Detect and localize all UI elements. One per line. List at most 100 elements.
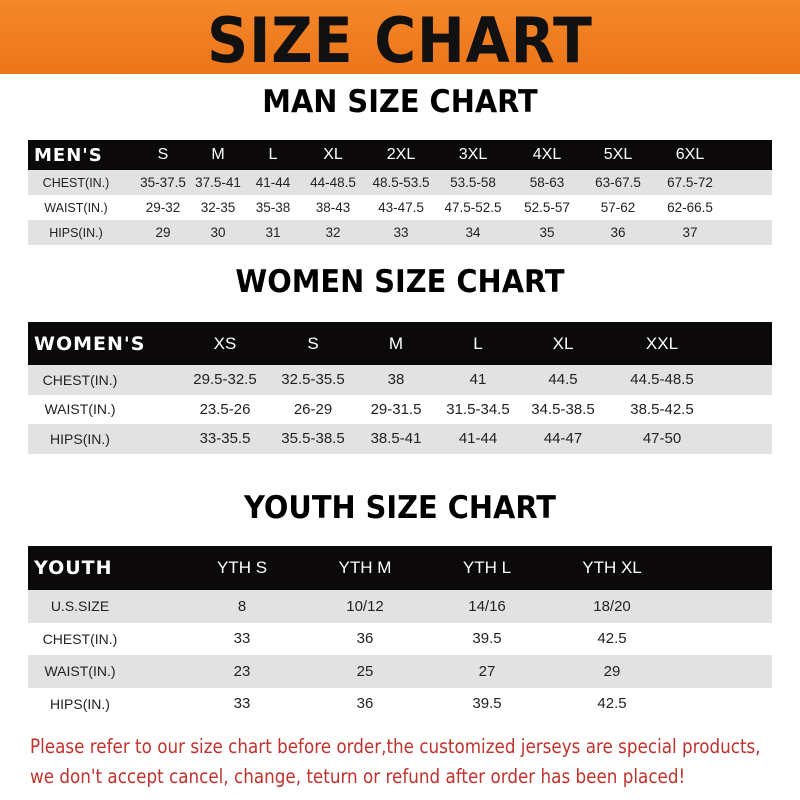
size-value: 44.5-48.5 (630, 371, 694, 389)
table-row: WAIST(IN.) 23.5-26 26-29 29-31.5 31.5-34.5 34… (28, 394, 772, 424)
measurement-label: WAIST(IN.) (44, 663, 116, 680)
size-value: 44.5 (548, 371, 578, 389)
size-column-header: YTH M (338, 558, 392, 577)
size-value: 27 (478, 662, 496, 680)
table-label-header: WOMEN'S (34, 332, 146, 355)
table-row: HIPS(IN.) 33-35.5 35.5-38.5 38.5-41 41-44 44-… (28, 424, 772, 454)
measurement-label: WAIST(IN.) (44, 401, 116, 418)
size-column-header: XS (213, 333, 237, 353)
size-value: 41-44 (255, 175, 291, 190)
size-value: 48.5-53.5 (372, 175, 430, 190)
size-value: 39.5 (472, 695, 502, 713)
size-value: 31 (265, 225, 281, 240)
size-value: 33 (393, 225, 409, 240)
size-value: 32-35 (200, 200, 236, 215)
size-value: 30 (210, 225, 226, 240)
table-row: CHEST(IN.) 33 36 39.5 42.5 (28, 622, 772, 655)
size-value: 35.5-38.5 (281, 430, 345, 448)
table-row: WAIST(IN.) 23 25 27 29 (28, 655, 772, 688)
men-section-title: MAN SIZE CHART (262, 84, 538, 120)
size-value: 67.5-72 (667, 175, 713, 190)
size-value: 35 (539, 225, 555, 240)
women-size-table: WOMEN'S XS S M L XL XXL CHEST(IN.) 29.5-32.5 32.5… (28, 322, 772, 454)
measurement-label: HIPS(IN.) (49, 225, 103, 240)
women-section-title: WOMEN SIZE CHART (235, 264, 565, 300)
size-value: 62-66.5 (667, 200, 713, 215)
size-value: 36 (610, 225, 626, 240)
size-column-header: 4XL (532, 146, 562, 163)
women-header-row: WOMEN'S XS S M L XL XXL (28, 322, 772, 365)
size-column-header: S (307, 333, 319, 353)
size-column-header: XL (323, 146, 343, 163)
size-value: 35-37.5 (140, 175, 186, 190)
size-value: 33 (233, 630, 251, 648)
size-column-header: M (388, 333, 404, 353)
measurement-label: CHEST(IN.) (42, 175, 110, 190)
size-column-header: L (473, 333, 483, 353)
size-column-header: 3XL (458, 146, 488, 163)
size-value: 34.5-38.5 (531, 400, 595, 418)
size-column-header: S (157, 146, 169, 163)
size-value: 58-63 (529, 175, 565, 190)
size-value: 34 (465, 225, 481, 240)
notice-line-1: Please refer to our size chart before or… (30, 735, 761, 758)
size-value: 42.5 (597, 630, 627, 648)
measurement-label: CHEST(IN.) (42, 630, 118, 647)
measurement-label: CHEST(IN.) (42, 371, 118, 388)
size-value: 31.5-34.5 (446, 400, 510, 418)
size-column-header: YTH L (462, 558, 512, 577)
size-column-header: M (211, 146, 225, 163)
youth-section-title: YOUTH SIZE CHART (244, 490, 556, 526)
size-value: 39.5 (472, 630, 502, 648)
measurement-label: HIPS(IN.) (50, 430, 110, 447)
youth-size-table: YOUTH YTH S YTH M YTH L YTH XL U.S.SIZE 8 10/12… (28, 546, 772, 720)
size-column-header: YTH XL (582, 558, 642, 577)
size-value: 37 (682, 225, 698, 240)
size-value: 47-50 (642, 430, 682, 448)
size-value: 23 (233, 662, 251, 680)
size-value: 41-44 (458, 430, 498, 448)
size-value: 37.5-41 (195, 175, 241, 190)
table-label-header: YOUTH (34, 557, 113, 579)
size-value: 25 (356, 662, 374, 680)
table-row: CHEST(IN.) 35-37.5 37.5-41 41-44 44-48.5 48.5… (28, 170, 772, 195)
size-value: 57-62 (600, 200, 636, 215)
men-size-table: MEN'S S M L XL 2XL 3XL 4XL 5XL 6XL CHEST(IN.) 35-37… (28, 140, 772, 245)
size-column-header: XXL (645, 333, 679, 353)
size-value: 14/16 (468, 597, 506, 615)
size-value: 63-67.5 (595, 175, 641, 190)
size-value: 26-29 (293, 400, 333, 418)
size-value: 36 (356, 630, 374, 648)
size-column-header: 5XL (603, 146, 633, 163)
size-value: 8 (237, 597, 247, 615)
size-value: 35-38 (255, 200, 291, 215)
size-value: 38.5-42.5 (630, 400, 694, 418)
size-value: 29 (603, 662, 621, 680)
measurement-label: U.S.SIZE (50, 598, 110, 615)
size-value: 36 (356, 695, 374, 713)
size-column-header: L (268, 146, 278, 163)
size-value: 53.5-58 (450, 175, 496, 190)
size-value: 18/20 (593, 597, 631, 615)
size-value: 38-43 (315, 200, 351, 215)
size-value: 41 (469, 371, 487, 389)
table-row: U.S.SIZE 8 10/12 14/16 18/20 (28, 590, 772, 623)
men-header-row: MEN'S S M L XL 2XL 3XL 4XL 5XL 6XL (28, 140, 772, 170)
notice-line-2: we don't accept cancel, change, teturn o… (30, 765, 686, 788)
size-value: 47.5-52.5 (444, 200, 502, 215)
size-value: 29.5-32.5 (193, 371, 257, 389)
size-value: 32 (325, 225, 341, 240)
size-column-header: XL (552, 333, 574, 353)
title-banner: SIZE CHART (0, 0, 800, 77)
size-column-header: 2XL (386, 146, 416, 163)
size-value: 44-47 (543, 430, 583, 448)
size-value: 52.5-57 (524, 200, 570, 215)
size-value: 32.5-35.5 (281, 371, 345, 389)
measurement-label: WAIST(IN.) (44, 200, 108, 215)
size-column-header: YTH S (216, 558, 268, 577)
size-value: 33-35.5 (199, 430, 251, 448)
size-value: 43-47.5 (378, 200, 424, 215)
size-value: 38.5-41 (370, 430, 422, 448)
size-value: 10/12 (346, 597, 384, 615)
size-value: 44-48.5 (310, 175, 356, 190)
